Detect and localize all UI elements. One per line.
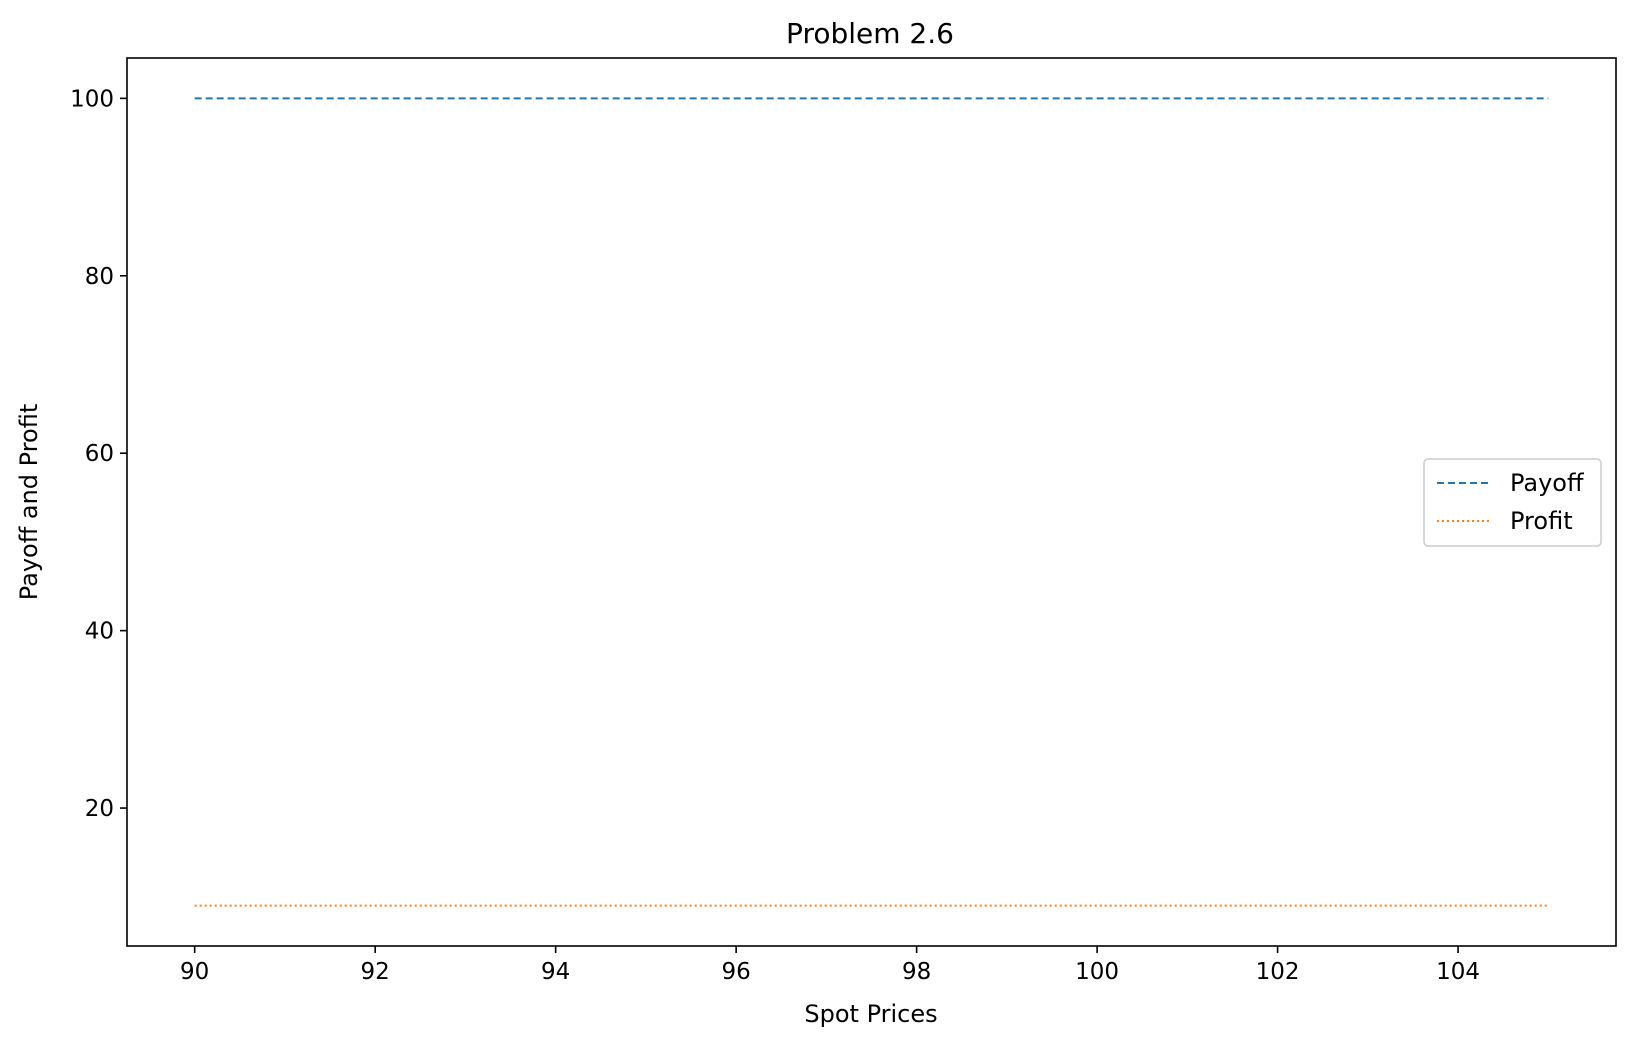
x-tick-label: 90 [180, 959, 209, 985]
x-tick-label: 98 [902, 959, 931, 985]
y-tick-label: 100 [70, 86, 114, 112]
legend-box [1423, 458, 1602, 547]
y-tick-label: 60 [85, 441, 114, 467]
x-tick-label: 96 [721, 959, 750, 985]
chart-title: Problem 2.6 [786, 17, 954, 50]
y-tick-label: 80 [85, 264, 114, 290]
plot-frame [126, 57, 1617, 947]
y-tick-label: 40 [85, 619, 114, 645]
x-axis-label: Spot Prices [804, 1000, 937, 1028]
legend-label-payoff: Payoff [1510, 469, 1584, 497]
x-axis: 90 92 94 96 98 100 102 104 [180, 946, 1480, 985]
x-tick-label: 104 [1436, 959, 1480, 985]
plot-area [126, 57, 1617, 947]
x-tick-label: 100 [1075, 959, 1119, 985]
y-tick-label: 20 [85, 796, 114, 822]
series-layer [194, 97, 1549, 907]
legend-label-profit: Profit [1510, 507, 1573, 535]
x-tick-label: 102 [1256, 959, 1300, 985]
x-tick-label: 94 [541, 959, 570, 985]
legend: Payoff Profit [1423, 458, 1602, 547]
y-axis-label: Payoff and Profit [15, 404, 43, 601]
y-axis: 20 40 60 80 100 [70, 86, 127, 822]
x-tick-label: 92 [361, 959, 390, 985]
